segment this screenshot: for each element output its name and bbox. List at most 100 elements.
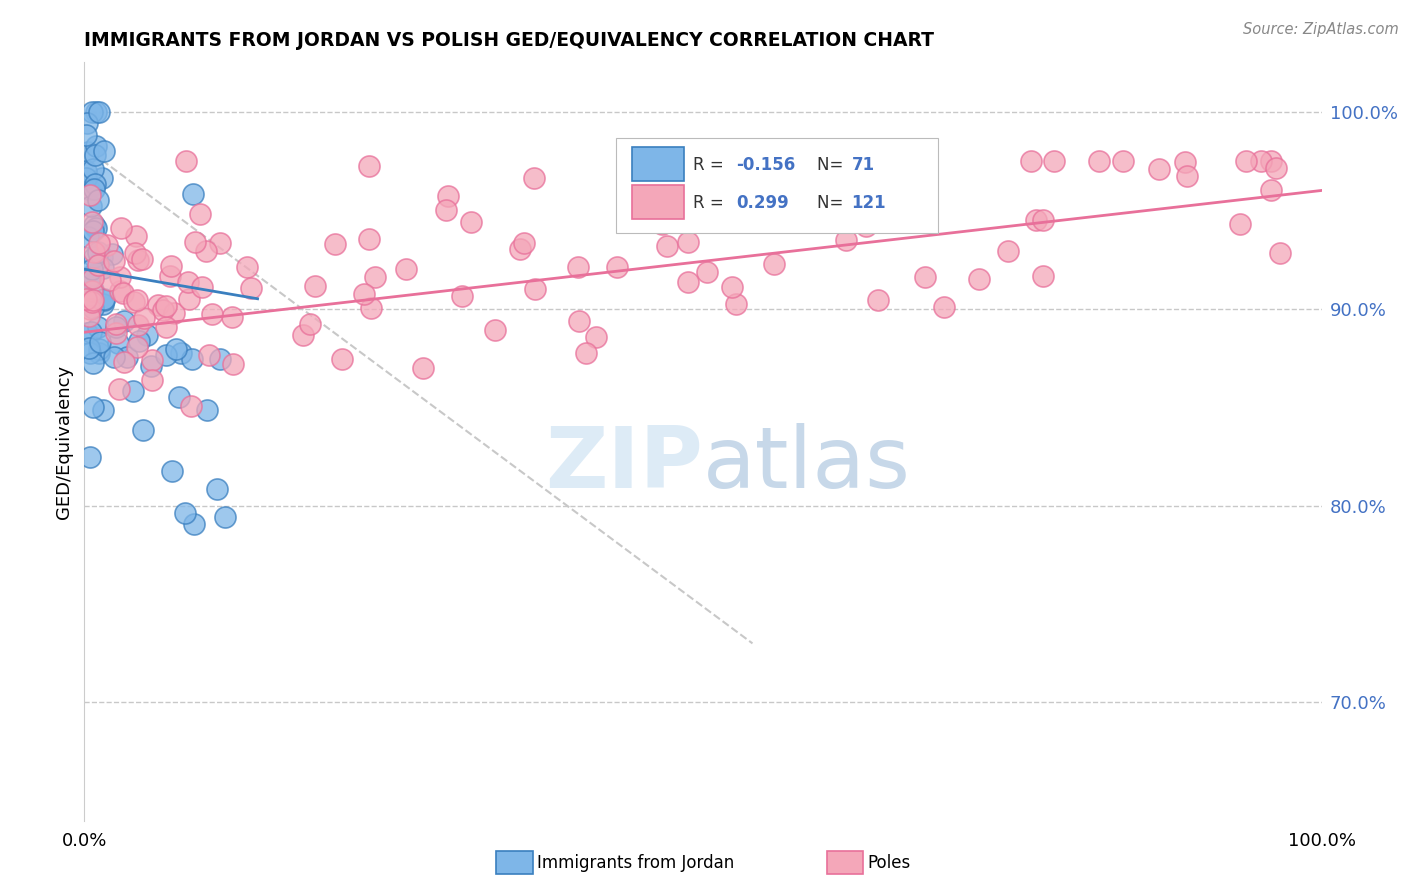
Point [82, 161, 104, 176]
Point [103, 350, 125, 364]
Point [201, 307, 224, 321]
Point [855, 219, 877, 233]
Point [676, 275, 699, 289]
Point [1265, 161, 1288, 175]
Point [513, 236, 536, 251]
Point [122, 384, 145, 399]
Point [170, 346, 193, 360]
Point [236, 260, 259, 274]
Point [76, 326, 98, 340]
Point [79, 301, 101, 316]
Point [197, 348, 219, 362]
Point [93, 293, 115, 308]
Point [641, 155, 664, 169]
Point [155, 299, 177, 313]
Point [165, 342, 187, 356]
Point [160, 464, 183, 478]
FancyBboxPatch shape [633, 185, 685, 219]
Point [107, 335, 129, 350]
Point [87, 193, 110, 207]
Point [155, 320, 177, 334]
Text: N=: N= [817, 194, 848, 211]
Point [194, 244, 217, 259]
Point [96, 237, 118, 252]
Text: atlas: atlas [703, 423, 911, 506]
Point [967, 272, 990, 286]
Point [90, 171, 112, 186]
Point [914, 270, 936, 285]
Point [104, 326, 127, 340]
Point [128, 334, 150, 349]
Point [167, 390, 190, 404]
Point [125, 229, 148, 244]
Point [75, 292, 97, 306]
Point [87, 104, 110, 119]
Point [104, 319, 127, 334]
Point [82, 356, 104, 370]
Point [1147, 161, 1170, 176]
Point [127, 340, 149, 354]
Point [1250, 153, 1272, 168]
Point [195, 403, 218, 417]
Point [103, 253, 125, 268]
Point [89, 335, 111, 350]
Point [93, 145, 115, 159]
Point [163, 306, 186, 320]
Point [93, 292, 115, 306]
Text: Source: ZipAtlas.com: Source: ZipAtlas.com [1243, 22, 1399, 37]
Point [83, 250, 105, 264]
Point [82, 295, 104, 310]
Point [1112, 153, 1135, 168]
Point [159, 259, 181, 273]
Point [82, 283, 104, 297]
Point [323, 236, 346, 251]
Point [75, 128, 97, 142]
Point [858, 153, 880, 168]
Point [82, 262, 104, 277]
Point [82, 215, 104, 229]
Point [575, 346, 598, 360]
Point [651, 217, 673, 231]
Point [75, 164, 97, 178]
Point [80, 104, 103, 119]
Point [509, 242, 531, 256]
Point [108, 270, 131, 285]
Point [87, 258, 110, 272]
Point [762, 257, 785, 271]
Point [79, 450, 101, 464]
Point [112, 314, 135, 328]
Point [292, 328, 315, 343]
Point [122, 295, 145, 310]
Text: N=: N= [817, 156, 848, 174]
Point [152, 303, 174, 318]
Point [104, 317, 127, 331]
Point [434, 202, 457, 217]
Point [655, 238, 678, 252]
Point [606, 260, 628, 275]
Point [207, 482, 229, 496]
Point [1174, 155, 1197, 169]
Point [835, 233, 858, 247]
Point [180, 400, 202, 414]
Point [997, 244, 1019, 258]
Point [124, 245, 146, 260]
Point [141, 359, 163, 373]
Point [101, 247, 124, 261]
Point [585, 330, 607, 344]
Point [83, 219, 105, 233]
Point [353, 287, 375, 301]
Point [107, 382, 129, 396]
Point [80, 268, 103, 282]
Point [127, 253, 149, 268]
Point [132, 423, 155, 437]
Point [825, 178, 848, 193]
Point [82, 270, 104, 285]
Point [93, 403, 115, 417]
Point [79, 345, 101, 359]
Point [110, 220, 132, 235]
Text: Immigrants from Jordan: Immigrants from Jordan [537, 854, 734, 871]
Point [112, 354, 135, 368]
Point [77, 341, 100, 355]
Point [1024, 213, 1046, 227]
Point [359, 232, 381, 246]
